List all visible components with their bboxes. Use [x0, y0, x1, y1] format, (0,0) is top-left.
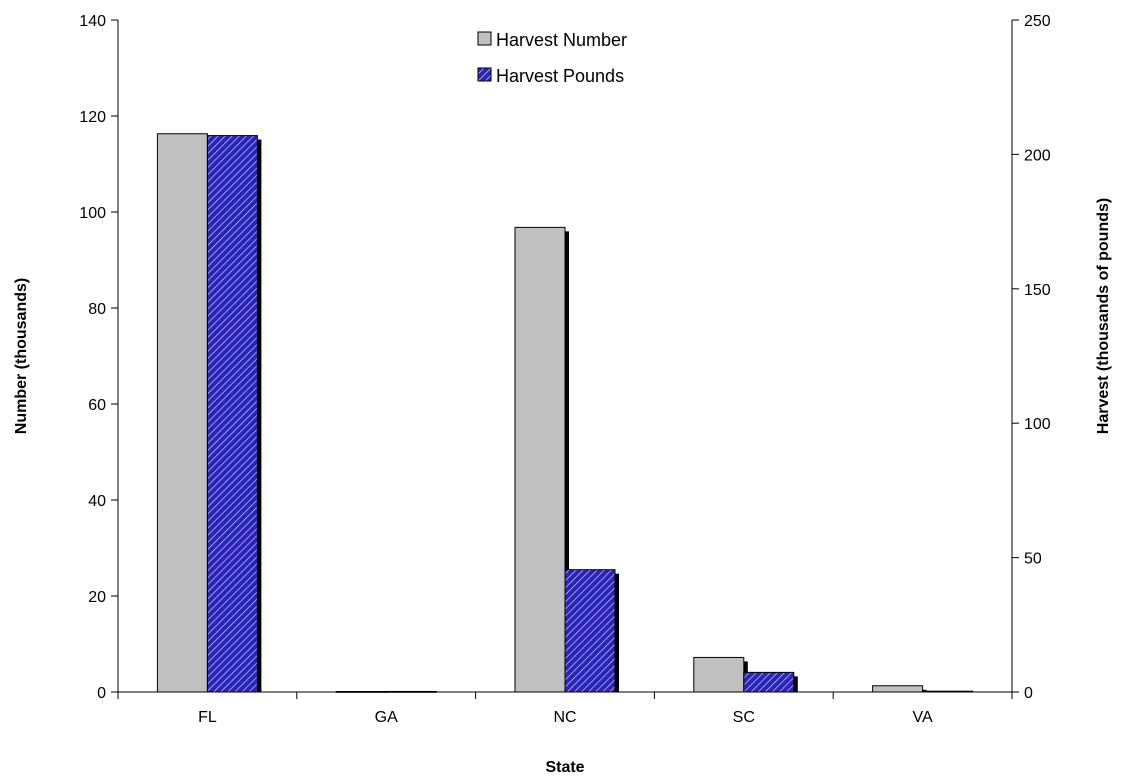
bar-harvest-number: [872, 685, 924, 693]
y-tick-label: 0: [97, 685, 106, 702]
bar-harvest-pounds: [743, 671, 795, 693]
y-tick-label: 20: [88, 589, 106, 606]
y2-tick-label: 100: [1024, 416, 1051, 433]
bar-harvest-pounds: [206, 135, 258, 693]
y2-tick-label: 150: [1024, 282, 1051, 299]
y2-axis-title: Harvest (thousands of pounds): [1095, 198, 1112, 434]
bar-harvest-number: [335, 691, 387, 693]
x-axis-title: State: [545, 759, 584, 776]
bar-harvest-number: [156, 133, 208, 693]
y2-tick-label: 250: [1024, 13, 1051, 30]
x-tick-label: SC: [733, 709, 755, 726]
legend: Harvest Number Harvest Pounds: [477, 30, 627, 86]
legend-swatch: [477, 31, 492, 46]
y-tick-label: 60: [88, 397, 106, 414]
y-axis-title: Number (thousands): [13, 278, 30, 434]
bar-harvest-number: [693, 656, 745, 693]
bar-harvest-pounds: [385, 690, 437, 693]
y2-tick-label: 200: [1024, 147, 1051, 164]
x-tick-label: GA: [375, 709, 398, 726]
y2-tick-label: 0: [1024, 685, 1033, 702]
y-tick-label: 140: [79, 13, 106, 30]
y-tick-label: 40: [88, 493, 106, 510]
x-tick-label: NC: [553, 709, 576, 726]
legend-swatch: [477, 67, 492, 82]
legend-label: Harvest Number: [496, 30, 627, 50]
bar-harvest-number: [514, 226, 566, 693]
legend-label: Harvest Pounds: [496, 66, 624, 86]
y2-tick-label: 50: [1024, 551, 1042, 568]
y-tick-label: 80: [88, 301, 106, 318]
y-tick-label: 100: [79, 205, 106, 222]
bar-harvest-pounds: [922, 690, 974, 693]
x-tick-label: VA: [913, 709, 933, 726]
y-tick-label: 120: [79, 109, 106, 126]
bar-harvest-pounds: [564, 569, 616, 693]
x-tick-label: FL: [198, 709, 217, 726]
